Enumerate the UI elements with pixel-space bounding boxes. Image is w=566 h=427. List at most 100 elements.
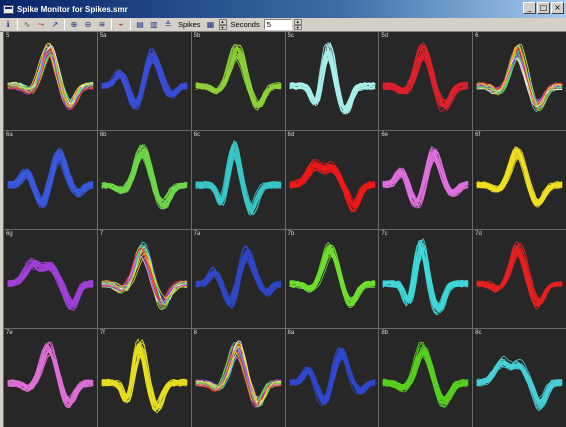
spike-trace: [477, 363, 562, 402]
spike-trace: [289, 353, 374, 404]
spike-trace: [477, 254, 562, 302]
spike-trace: [289, 44, 374, 112]
spike-panel[interactable]: 5: [4, 32, 97, 130]
spike-trace: [383, 57, 468, 107]
spike-trace: [289, 252, 374, 301]
spike-trace: [8, 158, 93, 200]
spike-trace: [289, 253, 374, 306]
spike-trace: [102, 245, 187, 305]
spike-panel[interactable]: 7b: [285, 230, 379, 328]
spike-trace: [477, 250, 562, 306]
spike-panel[interactable]: 6f: [473, 131, 566, 229]
spike-panel[interactable]: 7e: [4, 329, 97, 427]
spike-panel[interactable]: 7f: [97, 329, 191, 427]
spike-panel[interactable]: 7d: [473, 230, 566, 328]
spike-panel[interactable]: 5a: [97, 32, 191, 130]
spike-panel[interactable]: 7a: [191, 230, 285, 328]
channel-label: 6d: [287, 132, 295, 138]
spike-trace: [8, 355, 93, 401]
zoom-out-icon[interactable]: ⊖: [84, 20, 92, 29]
spike-panel[interactable]: 5c: [285, 32, 379, 130]
waveform-plot: [286, 230, 379, 328]
spike-trace: [195, 357, 280, 402]
maximize-button[interactable]: □: [537, 2, 550, 14]
spike-panel[interactable]: 6e: [379, 131, 473, 229]
waveform-plot: [98, 32, 191, 130]
spike-trace: [8, 348, 93, 405]
spike-panel[interactable]: 6d: [285, 131, 379, 229]
spike-trace: [477, 157, 562, 202]
spike-trace: [195, 142, 280, 211]
spike-trace: [102, 256, 187, 303]
spike-trace: [195, 55, 280, 108]
channel-label: 6b: [99, 132, 107, 138]
app-icon: [3, 4, 14, 14]
waveform-plot: [98, 329, 191, 427]
grid-layout-icon[interactable]: ▦: [206, 20, 215, 29]
spike-trace: [8, 50, 93, 110]
window-titlebar[interactable]: Spike Monitor for Spikes.smr _ □ ×: [0, 0, 566, 18]
overlay-icon[interactable]: ⤳: [37, 19, 45, 29]
minimize-button[interactable]: _: [523, 2, 536, 14]
spike-trace: [195, 157, 280, 208]
spike-panel[interactable]: 8c: [473, 329, 566, 427]
spike-trace: [383, 247, 468, 311]
channel-label: 5d: [381, 33, 389, 39]
spike-trace: [289, 248, 374, 304]
page-icon[interactable]: ▤: [136, 20, 144, 29]
spike-panel[interactable]: 8b: [379, 329, 473, 427]
spike-trace: [8, 46, 93, 104]
window-title: Spike Monitor for Spikes.smr: [17, 4, 128, 14]
info-icon[interactable]: ℹ: [6, 20, 10, 29]
spike-panel[interactable]: 7c: [379, 230, 473, 328]
spike-trace: [195, 57, 280, 108]
scale-icon[interactable]: ≛: [164, 20, 172, 29]
spike-trace: [477, 154, 562, 205]
spike-trace: [8, 347, 93, 402]
seconds-spinner[interactable]: ▲ ▼: [293, 19, 302, 30]
channel-label: 8c: [475, 330, 482, 336]
channel-label: 5: [6, 33, 10, 39]
spike-trace: [383, 248, 468, 307]
channel-label: 6e: [381, 132, 389, 138]
channel-label: 7f: [99, 330, 105, 336]
spike-panel[interactable]: 7: [97, 230, 191, 328]
zoom-in-icon[interactable]: ⊕: [70, 20, 78, 29]
spike-trace: [477, 46, 562, 106]
spike-trace: [477, 156, 562, 203]
spike-panel[interactable]: 6b: [97, 131, 191, 229]
waveform-plot: [192, 131, 285, 229]
channel-label: 8: [193, 330, 197, 336]
spike-trace: [383, 247, 468, 310]
channel-label: 5c: [287, 33, 294, 39]
trigger-icon[interactable]: ⌁: [118, 20, 124, 29]
spike-trace: [477, 149, 562, 205]
spike-trace: [289, 358, 374, 401]
close-button[interactable]: ×: [551, 2, 564, 14]
stack-icon[interactable]: ≋: [98, 20, 106, 29]
spike-panel[interactable]: 8: [191, 329, 285, 427]
spike-panel[interactable]: 5d: [379, 32, 473, 130]
columns-icon[interactable]: ▥: [150, 20, 158, 29]
spike-trace: [195, 59, 280, 103]
spike-panel[interactable]: 8a: [285, 329, 379, 427]
spike-panel[interactable]: 5b: [191, 32, 285, 130]
spike-trace: [477, 59, 562, 103]
spike-panel[interactable]: 6g: [4, 230, 97, 328]
spikes-spinner[interactable]: ▲ ▼: [218, 19, 227, 30]
wave-view-icon[interactable]: ∿: [23, 20, 31, 29]
spike-panel[interactable]: 6a: [4, 131, 97, 229]
waveform-plot: [286, 329, 379, 427]
spike-panel[interactable]: 6: [473, 32, 566, 130]
spike-trace: [8, 349, 93, 405]
toolbar-separator: [111, 19, 112, 30]
seconds-input[interactable]: 5: [263, 19, 292, 30]
waveform-plot: [192, 32, 285, 130]
spike-trace: [289, 43, 374, 113]
spike-panel[interactable]: 6c: [191, 131, 285, 229]
waveform-plot: [286, 131, 379, 229]
cursor-icon[interactable]: ↗: [51, 20, 59, 29]
spike-trace: [8, 43, 93, 106]
spike-trace: [102, 151, 187, 208]
spike-trace: [8, 51, 93, 110]
